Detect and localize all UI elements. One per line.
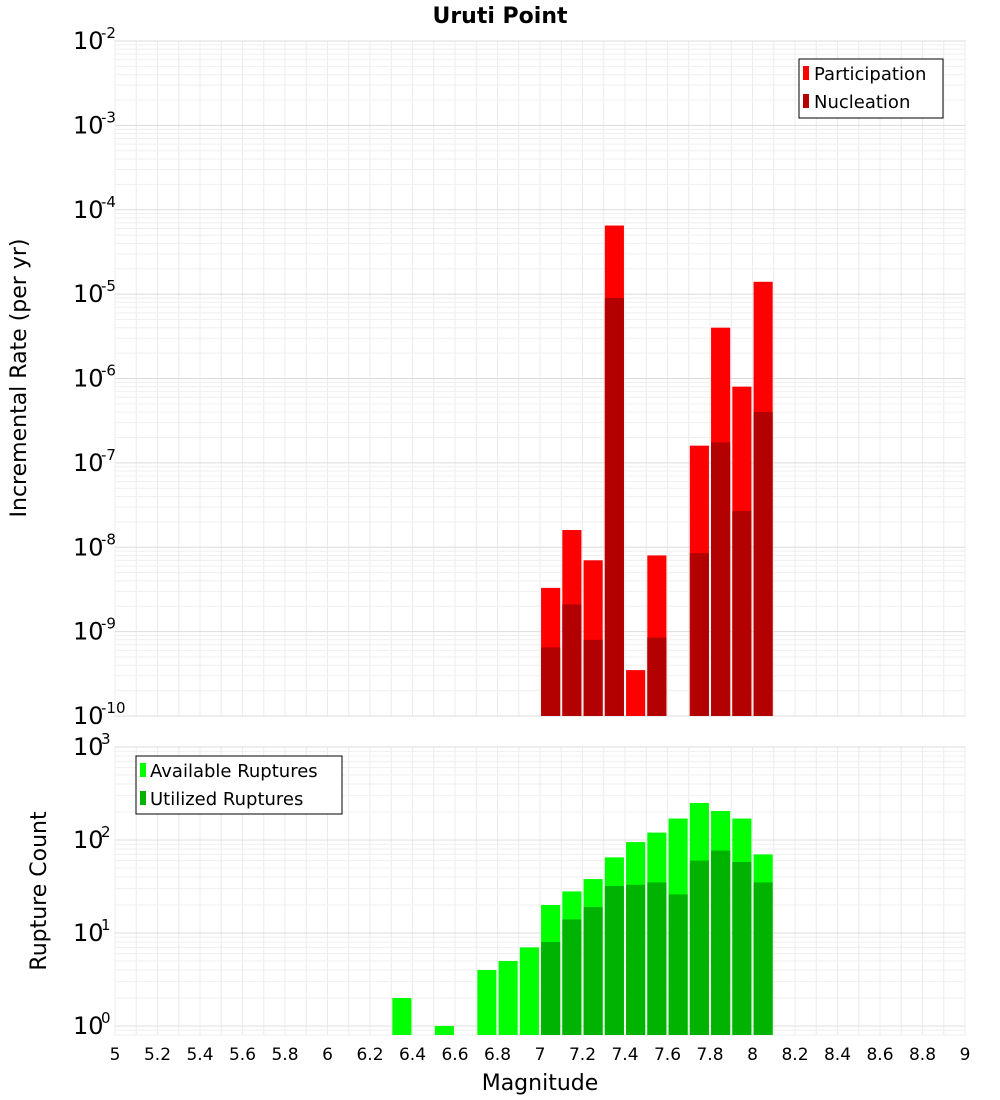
bottom-legend: Available Ruptures Utilized Ruptures bbox=[135, 755, 343, 815]
top-y-axis-label: Incremental Rate (per yr) bbox=[7, 239, 32, 518]
x-axis-label: Magnitude bbox=[482, 1071, 599, 1096]
bottom-y-tick-base: 10 bbox=[73, 919, 104, 947]
bottom-bar-utilized-ruptures bbox=[541, 942, 561, 1035]
x-tick-label: 5.2 bbox=[144, 1045, 171, 1065]
top-bar-nucleation bbox=[562, 604, 582, 716]
x-tick-label: 5.6 bbox=[229, 1045, 256, 1065]
legend-nucleation-label: Nucleation bbox=[814, 92, 910, 113]
top-y-tick-base: 10 bbox=[73, 533, 104, 561]
bottom-bar-utilized-ruptures bbox=[732, 861, 752, 1035]
legend-nucleation-swatch bbox=[803, 94, 809, 108]
top-y-tick-exp: -5 bbox=[101, 277, 116, 295]
bottom-y-axis-label: Rupture Count bbox=[27, 811, 52, 971]
x-tick-label: 5 bbox=[110, 1045, 121, 1065]
legend-utilized-swatch bbox=[140, 791, 146, 805]
top-bar-nucleation bbox=[689, 553, 709, 716]
x-tick-label: 6.4 bbox=[399, 1045, 426, 1065]
bottom-bar-available-ruptures bbox=[498, 960, 518, 1035]
top-y-tick-base: 10 bbox=[73, 449, 104, 477]
bottom-bar-utilized-ruptures bbox=[753, 882, 773, 1035]
top-bar-nucleation bbox=[711, 442, 731, 716]
bottom-bar-utilized-ruptures bbox=[647, 882, 667, 1035]
x-tick-label: 8.8 bbox=[909, 1045, 936, 1065]
bottom-bar-available-ruptures bbox=[434, 1025, 454, 1035]
top-legend: Participation Nucleation bbox=[798, 58, 944, 119]
top-bar-nucleation bbox=[583, 639, 603, 716]
top-y-tick-exp: -9 bbox=[101, 615, 116, 633]
x-tick-label: 7.2 bbox=[569, 1045, 596, 1065]
x-tick-label: 7.8 bbox=[696, 1045, 723, 1065]
bottom-legend-box bbox=[135, 755, 343, 815]
x-tick-label: 8.2 bbox=[781, 1045, 808, 1065]
top-y-tick-base: 10 bbox=[73, 27, 104, 55]
x-tick-label: 7.4 bbox=[611, 1045, 638, 1065]
top-y-tick-base: 10 bbox=[73, 702, 104, 730]
x-tick-label: 7 bbox=[535, 1045, 546, 1065]
top-bar-nucleation bbox=[647, 637, 667, 716]
bottom-bar-utilized-ruptures bbox=[689, 860, 709, 1035]
legend-available-label: Available Ruptures bbox=[150, 761, 318, 782]
top-y-tick-base: 10 bbox=[73, 280, 104, 308]
bottom-bar-available-ruptures bbox=[392, 997, 412, 1035]
x-tick-label: 6 bbox=[322, 1045, 333, 1065]
x-tick-label: 6.6 bbox=[441, 1045, 468, 1065]
top-bar-nucleation bbox=[732, 510, 752, 716]
bottom-y-tick-exp: 3 bbox=[101, 730, 111, 748]
top-y-tick-exp: -7 bbox=[101, 446, 116, 464]
top-y-tick-exp: -2 bbox=[101, 24, 116, 42]
x-tick-label: 9 bbox=[960, 1045, 971, 1065]
bottom-bar-utilized-ruptures bbox=[583, 907, 603, 1035]
bottom-bar-available-ruptures bbox=[477, 969, 497, 1035]
top-y-tick-exp: -8 bbox=[101, 530, 116, 548]
top-legend-box bbox=[798, 58, 944, 119]
top-bar-nucleation bbox=[541, 647, 561, 716]
bottom-y-tick-exp: 1 bbox=[101, 916, 111, 934]
legend-participation-label: Participation bbox=[814, 64, 926, 85]
bottom-bar-utilized-ruptures bbox=[668, 894, 688, 1035]
bottom-bar-utilized-ruptures bbox=[604, 886, 624, 1035]
top-y-tick-base: 10 bbox=[73, 365, 104, 393]
top-bar-participation bbox=[626, 670, 646, 716]
top-y-tick-base: 10 bbox=[73, 618, 104, 646]
bottom-bar-utilized-ruptures bbox=[626, 884, 646, 1035]
chart-title: Uruti Point bbox=[432, 4, 568, 29]
x-tick-label: 6.8 bbox=[484, 1045, 511, 1065]
top-bars bbox=[541, 225, 773, 716]
legend-available-swatch bbox=[140, 763, 146, 777]
top-bar-nucleation bbox=[604, 297, 624, 716]
bottom-y-tick-exp: 0 bbox=[101, 1009, 111, 1027]
bottom-bar-utilized-ruptures bbox=[562, 919, 582, 1035]
x-tick-label: 6.2 bbox=[356, 1045, 383, 1065]
x-tick-label: 8.4 bbox=[824, 1045, 851, 1065]
bottom-y-tick-exp: 2 bbox=[101, 823, 111, 841]
top-grid bbox=[114, 40, 966, 717]
bottom-y-tick-base: 10 bbox=[73, 1012, 104, 1040]
bottom-y-tick-base: 10 bbox=[73, 826, 104, 854]
top-y-tick-base: 10 bbox=[73, 196, 104, 224]
top-y-tick-exp: -10 bbox=[101, 699, 126, 717]
x-tick-label: 7.6 bbox=[654, 1045, 681, 1065]
bottom-grid bbox=[114, 746, 966, 1036]
legend-participation-swatch bbox=[803, 66, 809, 80]
top-y-tick-exp: -3 bbox=[101, 108, 116, 126]
x-tick-label: 5.8 bbox=[271, 1045, 298, 1065]
bottom-bar-utilized-ruptures bbox=[711, 850, 731, 1035]
x-tick-label: 5.4 bbox=[186, 1045, 213, 1065]
bottom-bar-available-ruptures bbox=[519, 947, 539, 1035]
x-tick-labels: 5 5.2 5.4 5.6 5.8 6 6.2 6.4 6.6 6.8 7 7.2 7.4 7.6 7.8 8… bbox=[110, 1045, 971, 1065]
x-tick-label: 8 bbox=[747, 1045, 758, 1065]
top-y-tick-exp: -6 bbox=[101, 362, 116, 380]
legend-utilized-label: Utilized Ruptures bbox=[150, 789, 303, 810]
top-y-tick-exp: -4 bbox=[101, 193, 116, 211]
bottom-bars bbox=[392, 802, 773, 1035]
top-y-tick-base: 10 bbox=[73, 111, 104, 139]
x-tick-label: 8.6 bbox=[866, 1045, 893, 1065]
top-bar-nucleation bbox=[753, 412, 773, 716]
bottom-y-tick-base: 10 bbox=[73, 733, 104, 761]
